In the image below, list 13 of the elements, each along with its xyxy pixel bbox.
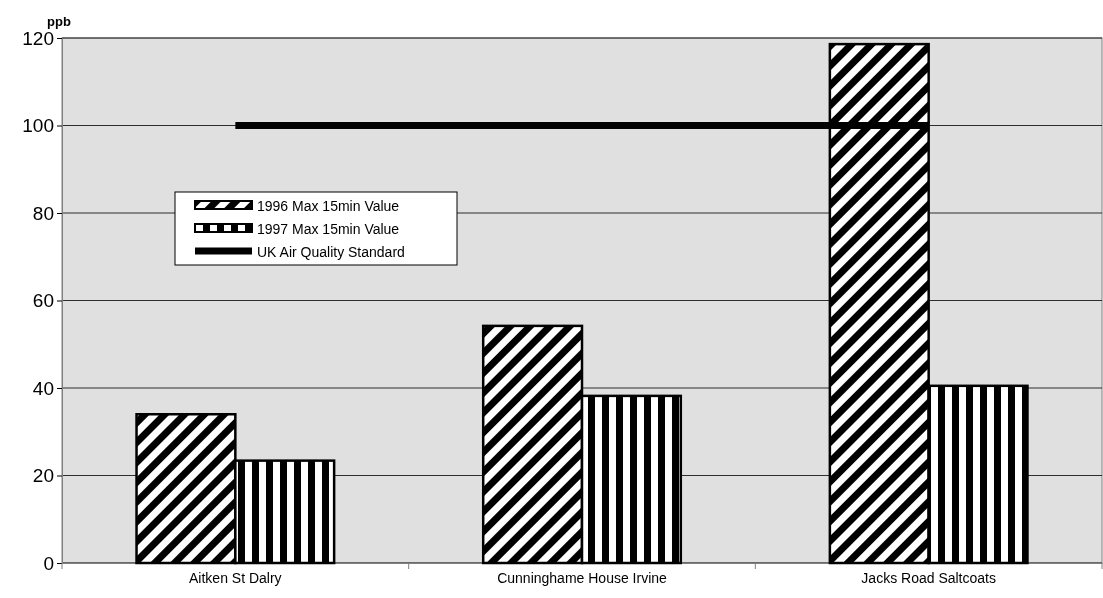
x-tick-label: Jacks Road Saltcoats [861,569,996,586]
legend-label: 1996 Max 15min Value [257,198,400,214]
y-tick-label: 60 [32,290,54,312]
legend-label: 1997 Max 15min Value [257,221,400,237]
x-tick-label: Cunninghame House Irvine [497,569,668,586]
y-tick-label: 0 [43,552,54,574]
y-tick-label: 40 [32,377,54,399]
y-axis-title: ppb [47,14,71,29]
legend-label: UK Air Quality Standard [257,244,405,260]
y-tick-label: 100 [22,115,54,137]
y-tick-label: 80 [32,202,54,224]
y-tick-label: 20 [32,465,54,487]
x-tick-label: Aitken St Dalry [189,569,282,586]
